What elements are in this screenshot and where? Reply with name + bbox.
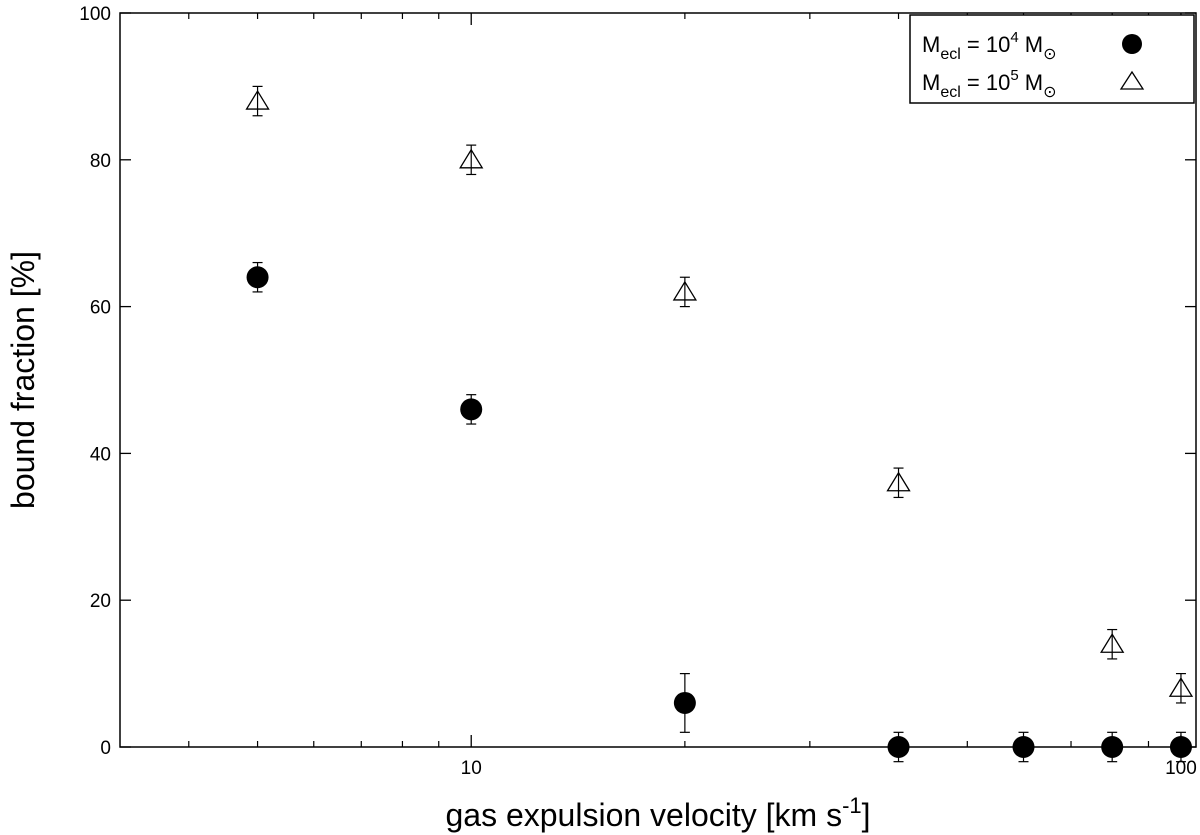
y-tick-label: 0 bbox=[100, 738, 111, 759]
data-point-circle bbox=[1101, 736, 1124, 758]
axis-ticks bbox=[120, 12, 1196, 748]
data-point-triangle bbox=[886, 471, 911, 492]
data-point-circle bbox=[887, 736, 910, 758]
legend-entry-2-label: Mecl = 105 M⊙ bbox=[922, 67, 1057, 101]
y-tick-label: 40 bbox=[90, 444, 111, 465]
legend-marker-open-triangle bbox=[1119, 70, 1145, 90]
x-tick-label: 10 bbox=[461, 758, 482, 779]
data-point-circle bbox=[1012, 736, 1035, 758]
legend: Mecl = 104 M⊙ Mecl = 105 M⊙ bbox=[909, 14, 1195, 104]
x-tick-label: 100 bbox=[1165, 758, 1197, 779]
y-axis-title: bound fraction [%] bbox=[5, 251, 41, 509]
data-point-triangle bbox=[459, 148, 484, 169]
legend-box bbox=[909, 14, 1195, 104]
x-axis-title: gas expulsion velocity [km s-1] bbox=[445, 793, 870, 833]
y-tick-label: 60 bbox=[90, 298, 111, 319]
data-point-triangle bbox=[245, 89, 270, 110]
y-tick-label: 100 bbox=[79, 4, 111, 25]
data-point-circle bbox=[673, 691, 696, 714]
data-point-triangle bbox=[1168, 677, 1194, 697]
legend-marker-filled-circle bbox=[1122, 34, 1142, 54]
data-point-triangle bbox=[1100, 632, 1125, 653]
data-point-circle bbox=[460, 398, 483, 421]
y-tick-label: 20 bbox=[90, 591, 111, 612]
axis-tick-labels: 0 20 40 60 80 100 10 100 bbox=[79, 4, 1197, 779]
error-bars bbox=[252, 85, 1186, 763]
data-markers bbox=[245, 89, 1194, 758]
legend-entry-1-label: Mecl = 104 M⊙ bbox=[922, 29, 1057, 63]
y-tick-label: 80 bbox=[90, 151, 111, 172]
data-point-circle bbox=[246, 266, 269, 289]
plot-frame bbox=[119, 12, 1197, 748]
data-point-circle bbox=[1169, 736, 1192, 758]
data-point-triangle bbox=[672, 280, 698, 301]
